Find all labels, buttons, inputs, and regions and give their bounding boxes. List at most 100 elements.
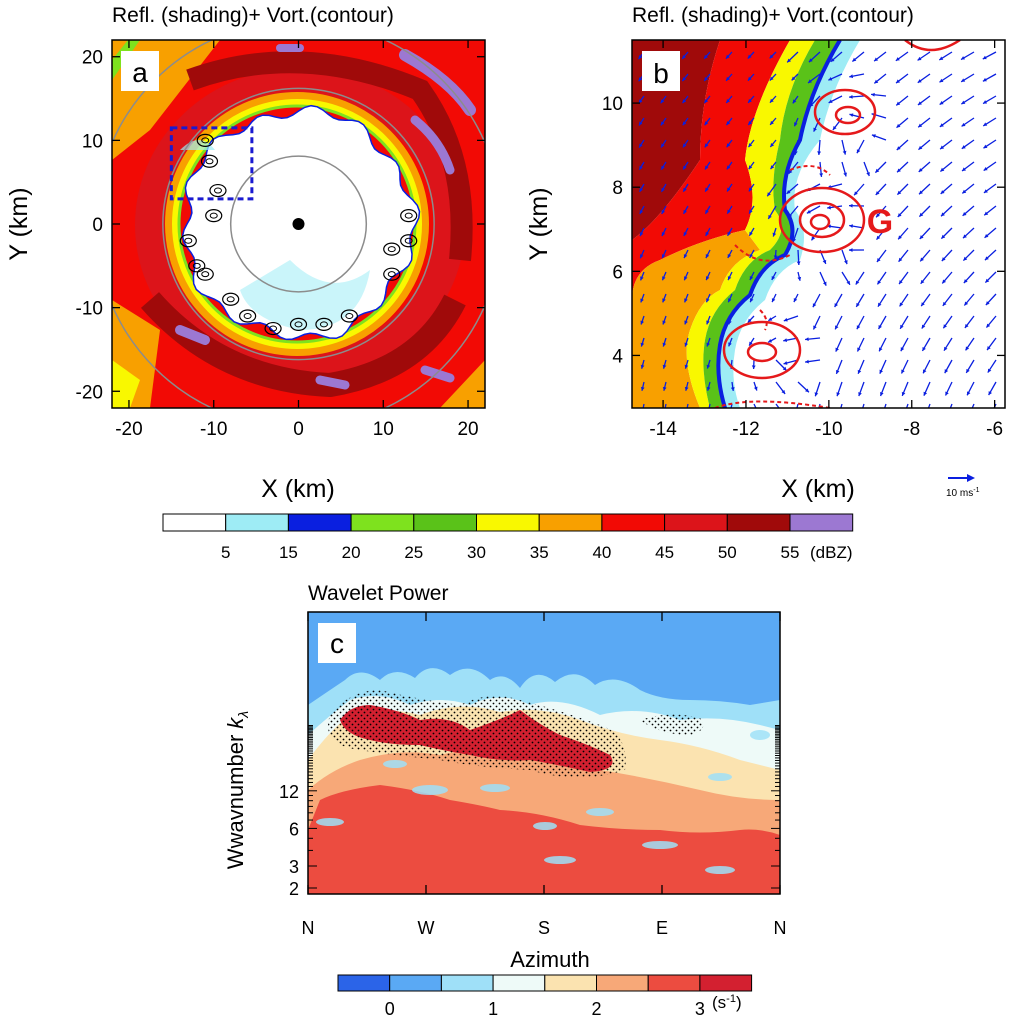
wind-vector <box>640 337 645 347</box>
panel-b-field: G <box>632 40 1005 408</box>
wind-vector <box>834 315 843 330</box>
wind-vector <box>748 161 755 170</box>
wind-vector <box>828 95 843 104</box>
wind-vector <box>840 403 843 408</box>
wind-vector <box>848 248 865 252</box>
wind-vector <box>983 161 997 172</box>
y-tick-label: 0 <box>92 215 103 236</box>
wind-vector <box>682 117 689 126</box>
wind-vector <box>849 73 865 79</box>
vortex-contour <box>222 292 240 306</box>
wind-vector <box>917 95 931 106</box>
wind-vector <box>748 205 755 214</box>
wavenumber-tick-label: 12 <box>279 782 299 802</box>
vortex-contour <box>340 309 358 323</box>
colorbar-tick-label: 25 <box>404 543 423 562</box>
wind-vector <box>728 337 733 347</box>
wind-vector <box>766 183 777 197</box>
wind-vector <box>982 73 997 82</box>
wind-vector <box>827 224 843 229</box>
vortex-contour <box>196 133 214 147</box>
wind-vector <box>849 224 865 229</box>
colorbar-swatch <box>225 513 289 532</box>
wind-vector <box>985 315 997 328</box>
colorbar-swatch <box>413 513 477 532</box>
wind-vector <box>830 51 843 63</box>
wind-vector <box>900 359 909 374</box>
wind-vector <box>857 359 865 375</box>
wind-vector <box>793 139 799 155</box>
wind-vector <box>982 95 997 105</box>
wind-vector <box>660 139 667 148</box>
wind-vector <box>961 161 975 172</box>
wind-vector <box>769 95 777 104</box>
x-tick-label: -10 <box>200 419 227 440</box>
wind-vector <box>725 51 733 60</box>
x-tick-label: -8 <box>903 419 920 440</box>
wavelet-colorbar-swatch <box>440 974 494 992</box>
wind-vector <box>686 403 689 408</box>
wind-vector <box>853 183 865 196</box>
svg-text:(s-1): (s-1) <box>712 993 742 1012</box>
wind-vector <box>783 315 799 322</box>
reflectivity-units: (dBZ) <box>810 543 853 562</box>
x-tick-label: -20 <box>115 419 142 440</box>
wind-vector <box>661 227 667 237</box>
wind-vector <box>940 227 953 240</box>
wind-vector <box>841 139 847 155</box>
azimuth-tick-label: S <box>538 918 550 938</box>
x-tick-label: -14 <box>649 419 677 440</box>
wind-vector <box>877 315 887 330</box>
range-rings <box>112 40 485 408</box>
wavelet-colorbar: 0 1 2 3 <box>337 974 753 1019</box>
wind-vector <box>984 249 997 261</box>
wind-vector <box>862 403 865 408</box>
wind-vector <box>819 271 827 286</box>
y-tick-label: -20 <box>76 382 103 403</box>
panel-a-ylabel: Y (km) <box>5 187 33 260</box>
wind-vector <box>682 161 689 170</box>
wind-vector <box>966 381 975 396</box>
wind-vector <box>943 337 953 352</box>
wind-vector <box>753 403 757 408</box>
wind-vector <box>809 95 821 108</box>
wind-vector <box>942 293 953 307</box>
wind-vector <box>660 95 667 104</box>
wavelet-colorbar-tick: 3 <box>695 999 705 1019</box>
wind-vector <box>983 183 997 194</box>
wind-vector <box>876 249 887 263</box>
y-tick-label: 20 <box>82 48 103 69</box>
wavenumber-tick-label: 2 <box>289 879 299 899</box>
panel-c-field <box>308 612 780 894</box>
wind-vector <box>797 381 810 393</box>
wind-vector <box>898 249 909 263</box>
y-tick-label: 10 <box>82 131 103 152</box>
wind-vector <box>942 315 953 329</box>
wind-vector <box>684 359 689 369</box>
wind-vector <box>683 205 689 215</box>
wind-vector <box>964 315 975 329</box>
x-tick-label: 10 <box>373 419 394 440</box>
vortex-contour <box>205 209 223 223</box>
wind-vector <box>841 271 851 286</box>
wind-vector <box>796 403 799 408</box>
wind-vector <box>661 249 667 259</box>
wind-vector <box>730 381 735 392</box>
wind-vector <box>767 315 777 322</box>
wind-vector <box>726 183 733 192</box>
wind-vector <box>704 117 711 126</box>
wind-vector <box>639 271 645 281</box>
wind-vector <box>939 73 953 83</box>
wind-vector <box>917 51 931 61</box>
range-ring <box>162 87 435 361</box>
wind-vector <box>960 51 975 61</box>
wind-vector <box>749 249 755 259</box>
wind-vector <box>769 51 777 59</box>
wind-vectors <box>637 51 997 408</box>
panel-a: Refl. (shading)+ Vort.(contour) <box>5 4 486 503</box>
wind-vector <box>661 271 667 281</box>
wind-vector <box>704 205 711 215</box>
wind-vector <box>706 359 711 369</box>
wavelet-colorbar-swatch <box>544 974 597 992</box>
wind-vector <box>662 381 667 391</box>
